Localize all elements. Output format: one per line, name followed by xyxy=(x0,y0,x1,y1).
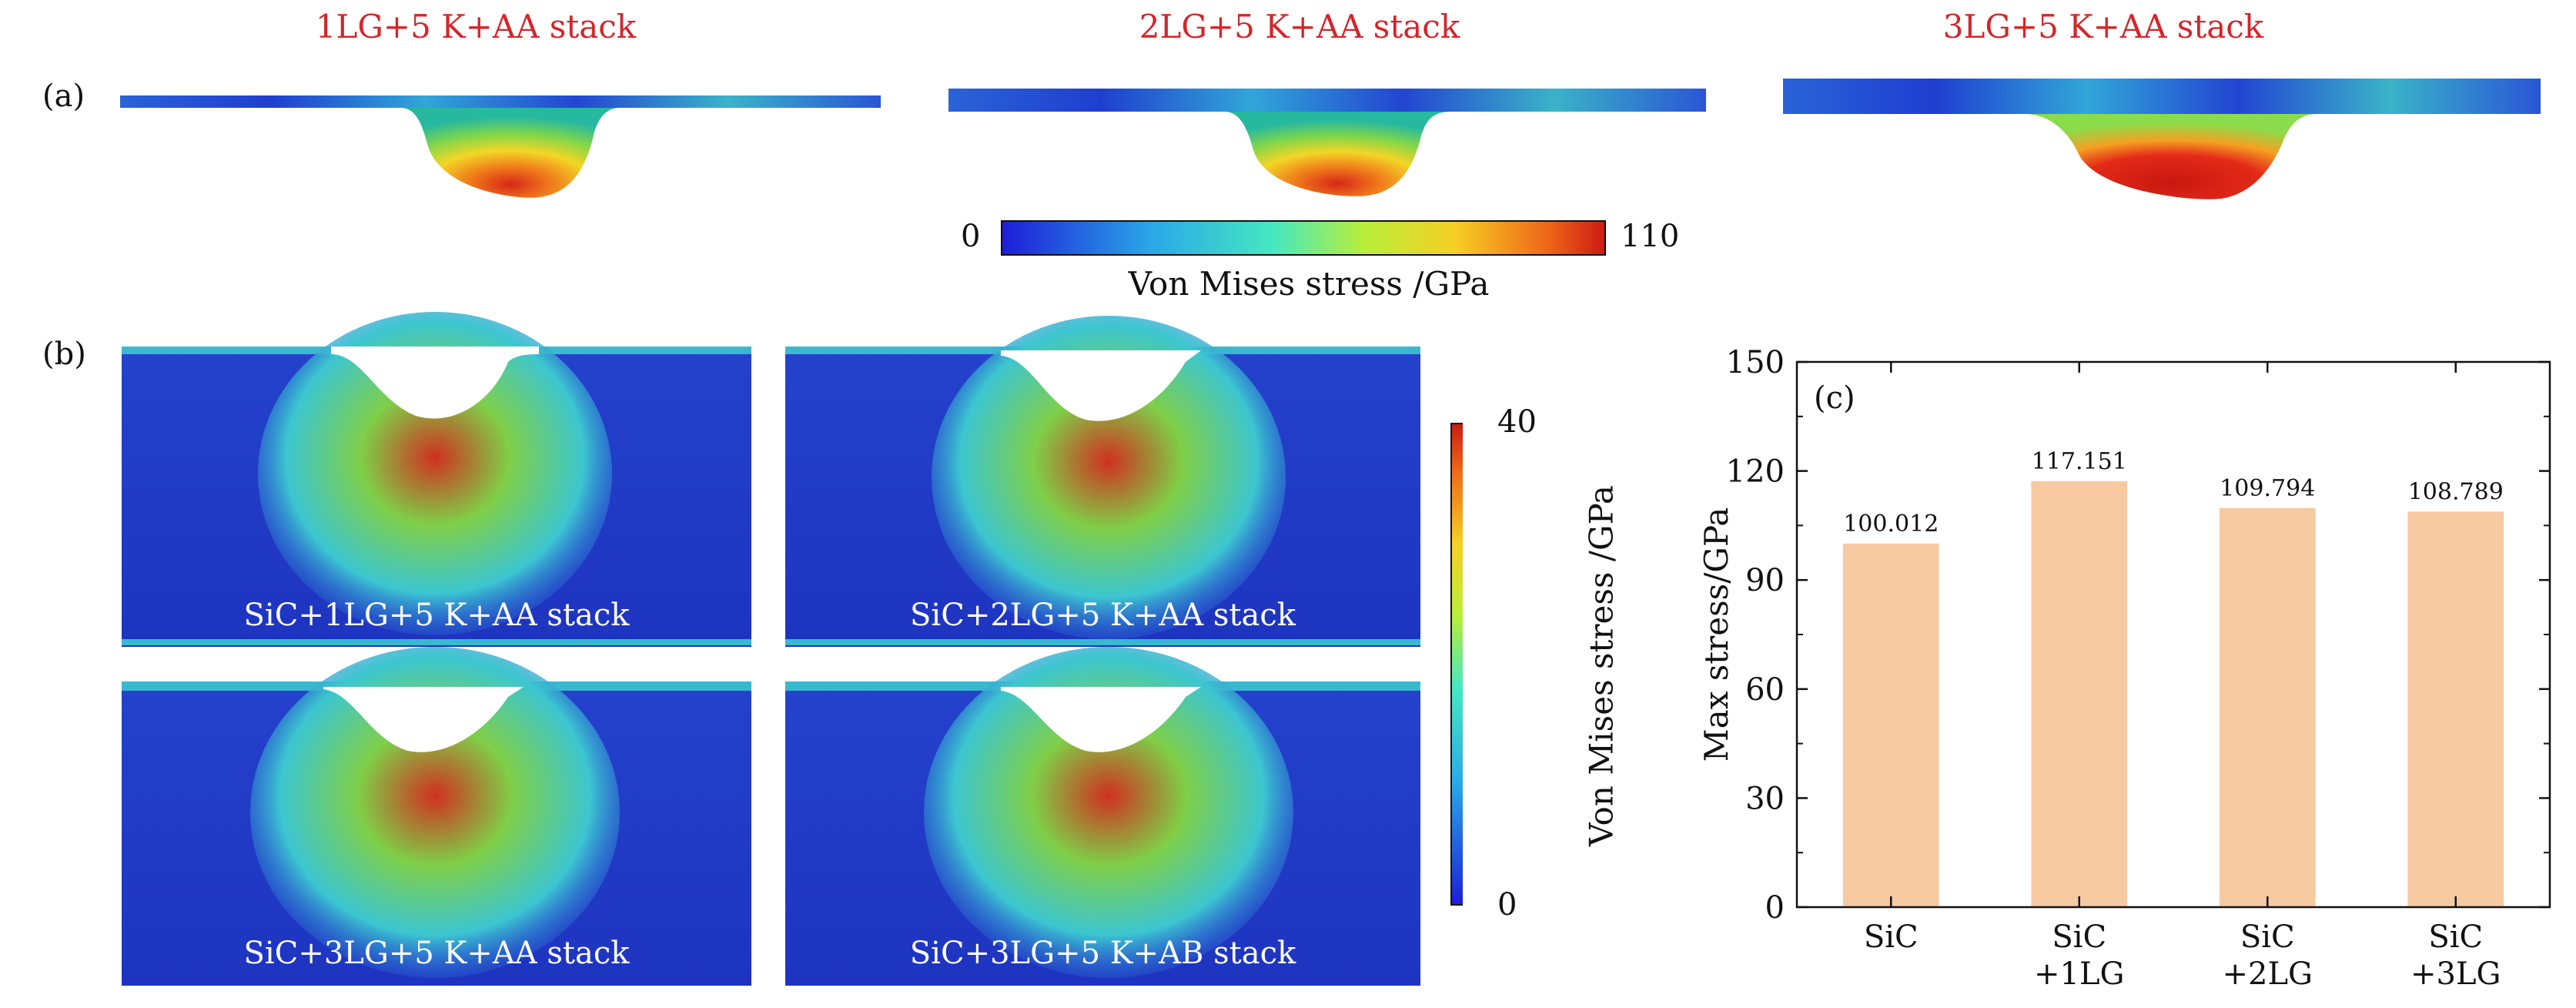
x-tick-label-1-0: SiC xyxy=(2052,919,2106,955)
y-tick-label-3: 90 xyxy=(1745,563,1785,598)
bar-0 xyxy=(1842,543,1939,906)
panel-b-label: (b) xyxy=(42,337,86,372)
y-tick-label-5: 150 xyxy=(1726,345,1785,380)
y-tick-label-0: 0 xyxy=(1765,890,1785,926)
panel-a-title-3: 3LG+5 K+AA stack xyxy=(1942,8,2264,45)
simulation-b-1 xyxy=(122,312,751,647)
colorbar-a-min: 0 xyxy=(961,219,981,254)
colorbar-b-max: 40 xyxy=(1497,404,1537,440)
simulation-b-2-label: SiC+2LG+5 K+AA stack xyxy=(910,598,1296,633)
colorbar-a-max: 110 xyxy=(1621,219,1680,254)
x-tick-label-3-0: SiC xyxy=(2428,919,2483,955)
y-tick-label-1: 30 xyxy=(1745,781,1785,816)
bar-value-label-1: 117.151 xyxy=(2032,448,2127,475)
bar-value-label-3: 108.789 xyxy=(2408,479,2504,506)
simulation-b-4-label: SiC+3LG+5 K+AB stack xyxy=(909,936,1296,971)
bar-2 xyxy=(2219,507,2316,906)
simulation-a-3 xyxy=(1783,79,2541,199)
colorbar-a xyxy=(1001,220,1606,256)
panel-a-title-2: 2LG+5 K+AA stack xyxy=(1139,8,1460,45)
y-tick-label-4: 120 xyxy=(1726,454,1785,490)
y-axis-label: Max stress/GPa xyxy=(1698,507,1735,762)
simulation-a-1 xyxy=(120,95,881,198)
simulation-b-1-label: SiC+1LG+5 K+AA stack xyxy=(243,598,630,633)
simulation-b-4 xyxy=(785,647,1420,986)
colorbar-b-min: 0 xyxy=(1497,887,1517,923)
panel-c-label: (c) xyxy=(1814,380,1855,416)
x-tick-label-1-1: +1LG xyxy=(2034,956,2124,992)
panel-a-title-1: 1LG+5 K+AA stack xyxy=(315,8,637,45)
panel-b-simulations xyxy=(122,312,1463,986)
x-tick-label-2-0: SiC xyxy=(2240,919,2295,955)
max-stress-bar-chart: 0 30 60 90 120 150 (c) Max stress/GPa 100.012 SiC… xyxy=(1698,345,2551,992)
bar-value-label-2: 109.794 xyxy=(2220,475,2315,502)
panel-a-simulations xyxy=(120,79,2541,199)
y-tick-label-2: 60 xyxy=(1745,672,1785,708)
bar-value-label-0: 100.012 xyxy=(1843,511,1939,537)
bar-1 xyxy=(2031,481,2128,906)
simulation-a-2 xyxy=(948,89,1706,196)
simulation-b-2 xyxy=(785,316,1420,647)
simulation-b-3-label: SiC+3LG+5 K+AA stack xyxy=(243,936,630,971)
x-tick-label-3-1: +3LG xyxy=(2410,956,2501,992)
colorbar-a-label: Von Mises stress /GPa xyxy=(1128,265,1490,303)
panel-a-label: (a) xyxy=(42,79,85,114)
colorbar-b xyxy=(1450,423,1463,906)
simulation-b-3 xyxy=(122,647,751,986)
bar-3 xyxy=(2407,511,2504,906)
x-tick-label-2-1: +2LG xyxy=(2223,956,2313,992)
colorbar-b-label: Von Mises stress /GPa xyxy=(1582,485,1621,846)
x-tick-label-0-0: SiC xyxy=(1864,919,1919,955)
